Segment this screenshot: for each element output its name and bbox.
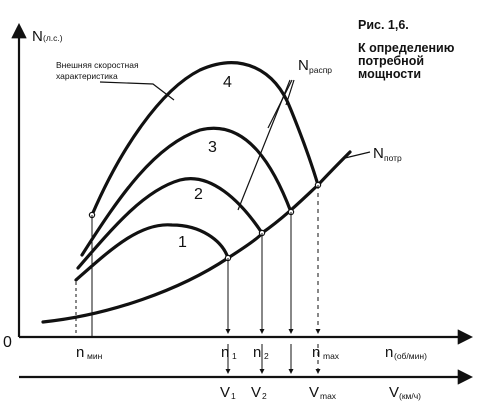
required-power-pointer xyxy=(344,151,371,159)
power-curve-1 xyxy=(74,223,230,282)
curve-label-3: 3 xyxy=(208,139,217,156)
power-axis-unit: (л.с.) xyxy=(43,33,63,43)
rpm-unit-symbol: n xyxy=(385,344,393,361)
v2-symbol: V xyxy=(251,384,261,401)
n2-symbol: n xyxy=(253,344,261,361)
n1-subscript: 1 xyxy=(232,351,237,361)
v2-subscript: 2 xyxy=(262,391,267,401)
outer-characteristic-line-2: характеристика xyxy=(56,71,118,81)
curve-label-4: 4 xyxy=(223,74,232,91)
power-curve-3 xyxy=(80,126,293,257)
power-curve-4 xyxy=(90,61,320,217)
available-power-symbol: N xyxy=(298,57,309,74)
required-power-symbol: N xyxy=(373,145,384,162)
origin-label: 0 xyxy=(3,334,12,351)
n2-subscript: 2 xyxy=(264,351,269,361)
required-power-label: N потр xyxy=(344,145,402,163)
outer-characteristic-label: Внешняя скоростная характеристика xyxy=(56,60,175,101)
available-power-pointer-4 xyxy=(285,79,295,106)
vmax-subscript: max xyxy=(320,391,337,401)
figure-caption: Рис. 1,6. К определению потребной мощнос… xyxy=(358,18,455,81)
v1-symbol: V xyxy=(220,384,230,401)
available-power-pointer-3 xyxy=(267,79,293,129)
speed-unit-symbol: V xyxy=(389,384,399,401)
caption-line-1: Рис. 1,6. xyxy=(358,18,409,32)
n-min-subscript: мин xyxy=(87,351,103,361)
speed-axis-labels: V 1 V 2 V max V (км/ч) xyxy=(220,384,421,401)
available-power-label: N распр xyxy=(237,57,332,211)
rpm-unit-subscript: (об/мин) xyxy=(394,351,427,361)
available-power-subscript: распр xyxy=(309,65,332,75)
caption-line-2: К определению xyxy=(358,41,455,55)
v1-subscript: 1 xyxy=(231,391,236,401)
speed-unit-subscript: (км/ч) xyxy=(399,391,421,401)
curve-label-2: 2 xyxy=(194,186,203,203)
outer-characteristic-line-1: Внешняя скоростная xyxy=(56,60,139,70)
power-curve-2 xyxy=(76,177,264,270)
vmax-symbol: V xyxy=(309,384,319,401)
power-axis-symbol: N xyxy=(32,28,43,45)
nmax-symbol: n xyxy=(312,344,320,361)
caption-line-3: потребной xyxy=(358,54,424,68)
power-axis-label: N (л.с.) xyxy=(32,28,63,45)
rpm-axis-labels: n мин n 1 n 2 n max n (об/мин) xyxy=(76,344,427,361)
required-power-subscript: потр xyxy=(384,153,402,163)
required-power-curve xyxy=(41,150,352,324)
caption-line-4: мощности xyxy=(358,67,421,81)
curve-label-1: 1 xyxy=(178,234,187,251)
nmax-subscript: max xyxy=(323,351,340,361)
n-min-symbol: n xyxy=(76,344,84,361)
n1-symbol: n xyxy=(221,344,229,361)
